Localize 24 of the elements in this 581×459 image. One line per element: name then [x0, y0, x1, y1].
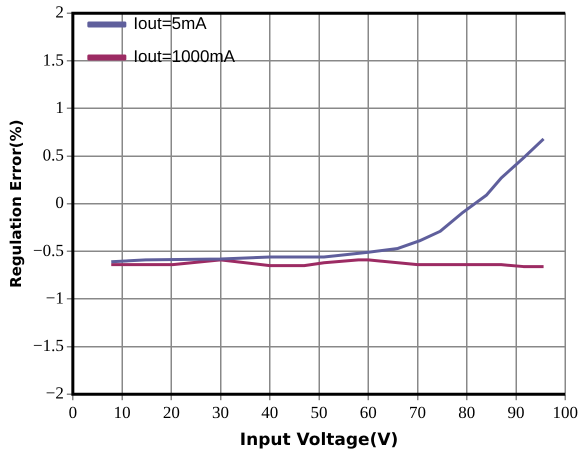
- y-tick-label: 1: [55, 98, 64, 117]
- y-axis-title: Regulation Error(%): [6, 119, 25, 288]
- x-tick-label: 90: [508, 402, 525, 422]
- legend-label: Iout=1000mA: [133, 47, 236, 66]
- y-tick-label: 1.5: [42, 50, 64, 70]
- y-tick-label: 2: [55, 2, 64, 22]
- x-tick-label: 40: [261, 402, 278, 422]
- x-tick-label: 10: [114, 402, 131, 422]
- legend-label: Iout=5mA: [133, 14, 208, 34]
- y-tick-label: −2: [46, 384, 64, 403]
- x-tick-label: 80: [458, 402, 476, 422]
- x-tick-label: 70: [409, 402, 426, 422]
- x-tick-label: 60: [360, 402, 377, 422]
- x-tick-label: 20: [162, 402, 180, 422]
- x-tick-label: 0: [68, 402, 78, 422]
- y-tick-label: −0.5: [32, 240, 64, 260]
- x-axis-title: Input Voltage(V): [240, 430, 398, 450]
- x-tick-label: 100: [552, 402, 578, 422]
- x-tick-label: 50: [310, 402, 328, 422]
- y-tick-label: −1: [46, 288, 64, 308]
- y-tick-label: 0: [55, 193, 64, 212]
- y-tick-label: −1.5: [32, 336, 64, 356]
- x-tick-label: 30: [212, 402, 230, 422]
- y-tick-label: 0.5: [42, 146, 64, 165]
